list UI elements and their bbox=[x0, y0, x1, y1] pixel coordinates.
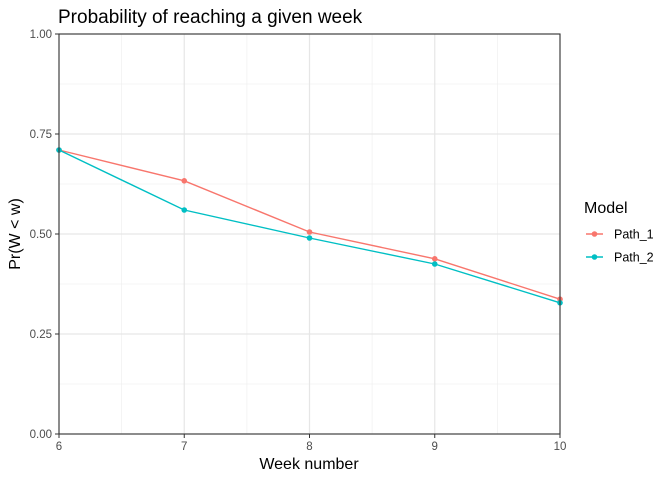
data-point bbox=[306, 235, 313, 241]
x-tick-label: 9 bbox=[432, 441, 438, 453]
y-tick-label: 1.00 bbox=[30, 29, 52, 41]
chart-title: Probability of reaching a given week bbox=[58, 7, 363, 28]
y-axis: 0.00 0.25 0.50 0.75 1.00 bbox=[30, 29, 59, 441]
x-tick-label: 8 bbox=[306, 441, 312, 453]
y-tick-label: 0.50 bbox=[30, 229, 52, 241]
legend-item: Path_2 bbox=[586, 251, 654, 265]
legend-label: Path_1 bbox=[614, 228, 654, 242]
series-path-2 bbox=[56, 147, 563, 306]
plot-border bbox=[58, 33, 561, 435]
y-axis-title: Pr(W < w) bbox=[7, 198, 24, 270]
legend-item: Path_1 bbox=[586, 228, 654, 242]
x-tick-label: 7 bbox=[181, 441, 187, 453]
legend-key-point bbox=[591, 231, 598, 237]
legend-key-point bbox=[591, 254, 598, 260]
legend-title: Model bbox=[584, 200, 628, 217]
data-point bbox=[181, 207, 188, 213]
data-point bbox=[431, 261, 438, 267]
data-point bbox=[431, 255, 438, 262]
x-axis: 6 7 8 9 10 bbox=[56, 434, 567, 453]
x-tick-label: 6 bbox=[56, 441, 62, 453]
y-tick-label: 0.75 bbox=[30, 129, 52, 141]
x-axis-title: Week number bbox=[259, 456, 359, 473]
data-point bbox=[181, 178, 188, 184]
data-point bbox=[306, 229, 313, 235]
legend: Model Path_1 Path_2 bbox=[584, 200, 654, 265]
y-tick-label: 0.00 bbox=[30, 429, 52, 441]
y-tick-label: 0.25 bbox=[30, 329, 52, 341]
legend-label: Path_2 bbox=[614, 251, 654, 265]
x-tick-label: 10 bbox=[554, 441, 567, 453]
